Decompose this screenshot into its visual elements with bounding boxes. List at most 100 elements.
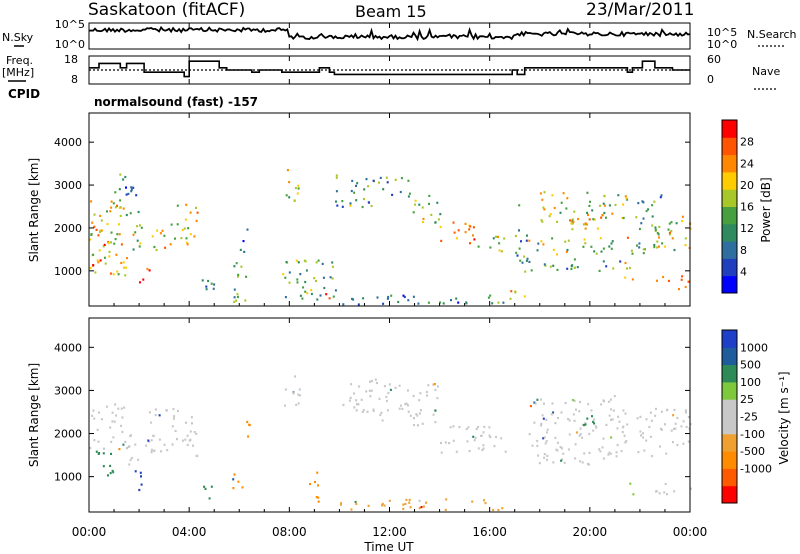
- velocity-cell: [101, 418, 103, 421]
- velocity-cell: [111, 469, 114, 472]
- velocity-cell: [408, 498, 411, 501]
- velocity-cell: [654, 414, 657, 417]
- velocity-cell: [130, 456, 133, 460]
- power-cell: [317, 259, 320, 262]
- velocity-cell: [248, 423, 251, 426]
- velocity-cell: [394, 386, 397, 389]
- power-cell: [126, 257, 128, 260]
- power-cell: [647, 208, 650, 211]
- power-cell: [552, 248, 555, 251]
- power-cell: [342, 303, 345, 306]
- velocity-cell: [591, 415, 593, 418]
- power-cell: [543, 208, 546, 211]
- power-cell: [361, 205, 364, 209]
- velocity-cell: [552, 461, 555, 464]
- power-cell: [282, 273, 285, 276]
- velocity-cell: [150, 421, 153, 424]
- power-panel: 1000 2000 3000 4000 Slant Range [km]: [27, 112, 692, 307]
- power-cell: [622, 203, 625, 206]
- velocity-cell: [587, 463, 590, 466]
- power-cell: [525, 239, 528, 242]
- velocity-cell: [488, 426, 491, 429]
- velocity-colorbar-swatch: [722, 451, 737, 469]
- velocity-cell: [387, 391, 390, 395]
- velocity-cell: [583, 424, 586, 427]
- power-cell: [325, 293, 328, 296]
- power-cell: [600, 216, 603, 219]
- velocity-cell: [493, 445, 496, 448]
- power-cell: [378, 181, 380, 184]
- velocity-cell: [109, 472, 112, 475]
- velocity-cell: [501, 507, 504, 510]
- power-cell: [302, 286, 305, 289]
- power-cell: [549, 265, 552, 268]
- velocity-cell: [672, 441, 674, 444]
- velocity-cell: [406, 389, 409, 392]
- velocity-cell: [543, 453, 546, 456]
- velocity-cell: [166, 449, 169, 452]
- power-cell: [457, 301, 460, 304]
- power-cell: [628, 266, 631, 270]
- power-cell: [602, 202, 605, 205]
- velocity-cell: [556, 441, 559, 444]
- power-cell: [430, 213, 433, 216]
- power-cell: [382, 188, 385, 191]
- power-colorbar-tick: 4: [740, 265, 747, 278]
- velocity-cell: [611, 418, 614, 421]
- velocity-cell: [500, 437, 503, 440]
- power-cell: [296, 281, 299, 284]
- velocity-cell: [418, 499, 421, 502]
- velocity-cell: [542, 437, 545, 440]
- velocity-cell: [616, 444, 619, 447]
- velocity-cell: [660, 410, 663, 413]
- x-tick-label: 00:00: [72, 525, 107, 539]
- power-cell: [489, 294, 492, 297]
- velocity-cell: [650, 419, 653, 422]
- velocity-cell: [93, 417, 96, 420]
- power-cell: [523, 295, 526, 298]
- velocity-cell: [165, 409, 168, 412]
- power-cell: [119, 173, 122, 176]
- power-cell: [136, 239, 139, 242]
- velocity-cell: [163, 443, 166, 446]
- velocity-cell: [436, 385, 439, 388]
- power-cell: [442, 302, 445, 305]
- velocity-cell: [621, 431, 624, 434]
- power-cell: [497, 301, 500, 304]
- velocity-cell: [361, 410, 364, 414]
- power-cell: [96, 259, 99, 262]
- velocity-colorbar-tick: 100: [740, 376, 761, 389]
- velocity-cell: [468, 450, 471, 453]
- velocity-cell: [137, 458, 140, 461]
- power-cell: [637, 202, 640, 205]
- velocity-cell: [568, 419, 571, 422]
- power-cell: [418, 203, 421, 206]
- velocity-cell: [586, 417, 589, 420]
- velocity-cell: [629, 482, 632, 485]
- power-colorbar-tick: 12: [740, 222, 754, 235]
- power-cell: [184, 218, 187, 221]
- velocity-cell: [567, 448, 570, 451]
- velocity-cell: [545, 431, 548, 434]
- power-cell: [571, 222, 574, 225]
- velocity-cell: [386, 409, 389, 412]
- velocity-cell: [622, 425, 625, 428]
- x-axis-ticks: 00:00 04:00 08:00 12:00 16:00 20:00 00:00: [72, 23, 707, 539]
- power-cell: [586, 211, 589, 214]
- power-cell: [588, 204, 591, 207]
- velocity-cell: [623, 434, 626, 437]
- velocity-cell: [370, 389, 373, 392]
- velocity-cell: [360, 398, 363, 401]
- velocity-cell: [433, 383, 436, 386]
- velocity-cell: [176, 438, 178, 441]
- power-cell: [571, 219, 574, 223]
- velocity-cell: [434, 409, 437, 412]
- power-cell: [678, 288, 680, 291]
- power-cell: [653, 200, 656, 203]
- velocity-cell: [369, 395, 372, 398]
- velocity-cell: [440, 441, 442, 445]
- power-colorbar: 28 24 20 16 12 8 4: [721, 119, 754, 294]
- velocity-cell: [537, 454, 540, 457]
- power-colorbar-swatch: [722, 171, 737, 190]
